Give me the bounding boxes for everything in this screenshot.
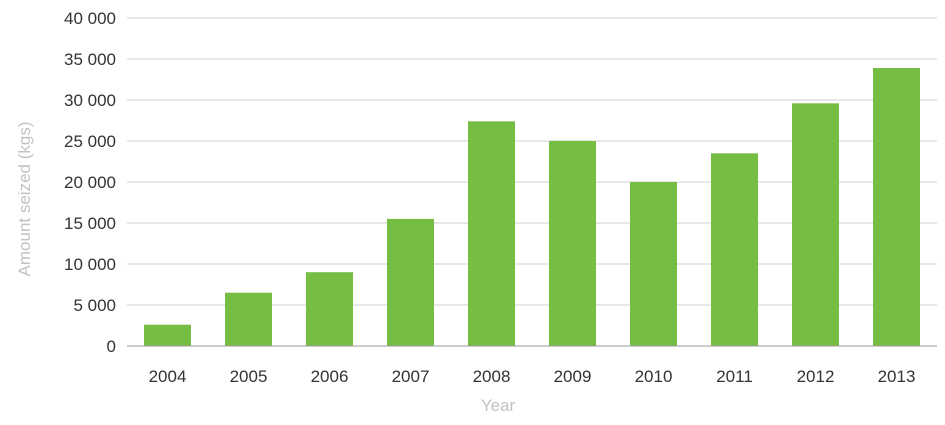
y-tick-label: 5 000 (73, 296, 116, 315)
bar-2007 (387, 218, 434, 346)
bar-2010 (630, 182, 677, 346)
y-tick-label: 25 000 (64, 132, 116, 151)
y-tick-label: 10 000 (64, 255, 116, 274)
x-axis-ticks: 2004 2005 2006 2007 2008 2009 2010 2011 2012 2013 (149, 367, 916, 386)
bar-2012 (792, 103, 839, 346)
y-tick-label: 40 000 (64, 9, 116, 28)
x-tick-label: 2008 (473, 367, 511, 386)
x-tick-label: 2009 (554, 367, 592, 386)
x-tick-label: 2011 (716, 367, 753, 386)
y-tick-label: 0 (107, 337, 116, 356)
x-tick-label: 2007 (392, 367, 430, 386)
bars (144, 68, 920, 347)
y-tick-label: 35 000 (64, 50, 116, 69)
x-tick-label: 2013 (878, 367, 916, 386)
x-tick-label: 2005 (230, 367, 268, 386)
x-axis-title: Year (481, 396, 516, 415)
gridlines (127, 17, 937, 306)
bar-2004 (144, 324, 191, 346)
x-tick-label: 2012 (797, 367, 835, 386)
bar-2009 (549, 141, 596, 346)
x-tick-label: 2006 (311, 367, 349, 386)
x-tick-label: 2010 (635, 367, 673, 386)
bar-2011 (711, 153, 758, 346)
bar-2006 (306, 272, 353, 346)
y-tick-label: 20 000 (64, 173, 116, 192)
bar-2008 (468, 121, 515, 346)
y-axis-ticks: 0 5 000 10 000 15 000 20 000 25 000 30 000 35 0… (64, 9, 116, 356)
bar-2013 (873, 68, 920, 347)
y-tick-label: 15 000 (64, 214, 116, 233)
y-tick-label: 30 000 (64, 91, 116, 110)
y-axis-title: Amount seized (kgs) (15, 122, 34, 277)
bar-2005 (225, 292, 272, 346)
x-tick-label: 2004 (149, 367, 187, 386)
